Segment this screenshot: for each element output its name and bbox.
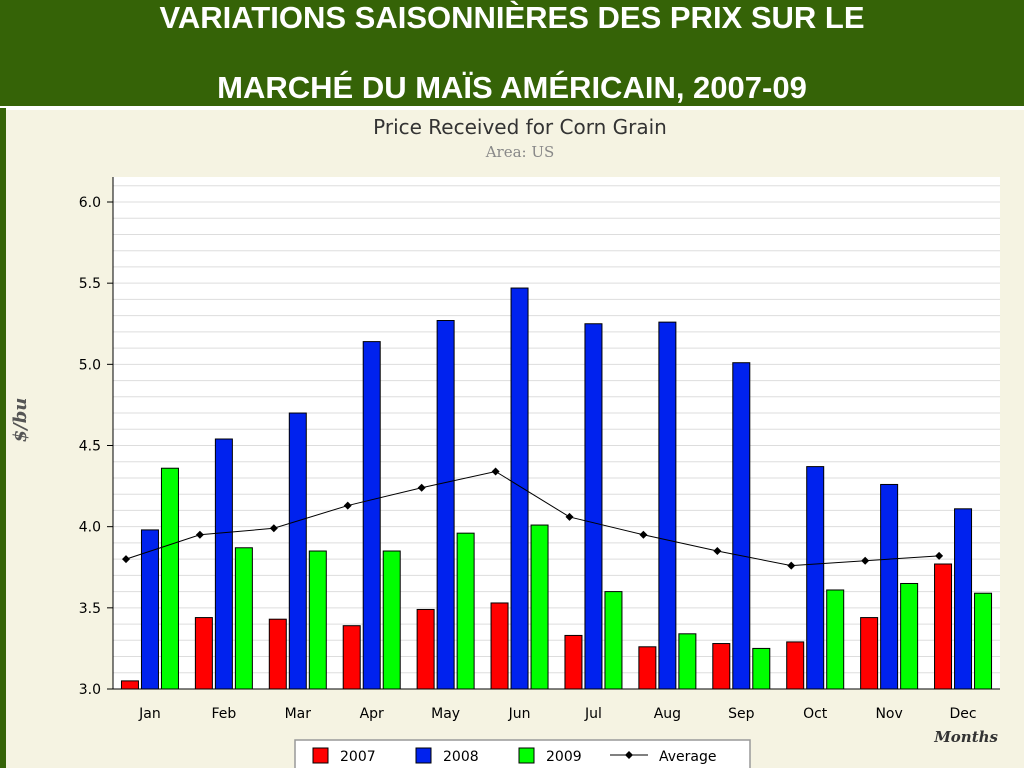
- x-tick-label: May: [431, 706, 460, 722]
- x-tick-label: Jul: [584, 706, 602, 722]
- y-tick-label: 4.0: [79, 520, 101, 536]
- bar-2008-jun: [510, 287, 529, 690]
- average-point-jun: [491, 467, 500, 476]
- bar-2009-jan: [160, 467, 179, 690]
- x-tick-label: Feb: [211, 706, 236, 722]
- average-point-sep: [713, 547, 722, 556]
- average-point-dec: [935, 551, 944, 560]
- plot-area: [113, 177, 1000, 689]
- average-point-may: [417, 483, 426, 492]
- chart-subtitle: Area: US: [485, 143, 555, 161]
- bar-2008-oct: [806, 466, 825, 690]
- bar-2008-may: [436, 320, 455, 690]
- bar-2007-dec: [934, 563, 953, 690]
- average-point-nov: [861, 556, 870, 565]
- x-tick-label: Jan: [138, 706, 161, 722]
- y-axis-label: $/bu: [10, 398, 31, 443]
- bar-2008-jan: [140, 529, 159, 690]
- bar-2007-jul: [564, 634, 583, 690]
- legend: 2007 2008 2009 Average: [294, 739, 751, 768]
- y-tick-label: 3.5: [79, 601, 101, 617]
- average-point-mar: [269, 524, 278, 533]
- bar-2008-sep: [732, 362, 751, 690]
- legend-swatch-2008: [415, 747, 432, 764]
- x-tick-label: Oct: [803, 706, 828, 722]
- bar-2007-may: [416, 608, 435, 690]
- slide-title-line-1: VARIATIONS SAISONNIÈRES DES PRIX SUR LE: [159, 0, 865, 35]
- bar-2008-apr: [362, 341, 381, 690]
- bar-2009-may: [456, 532, 475, 690]
- bar-2008-aug: [658, 321, 677, 690]
- legend-swatch-2007: [312, 747, 329, 764]
- bar-2009-apr: [382, 550, 401, 690]
- x-tick-label: Sep: [728, 706, 755, 722]
- bar-2009-mar: [308, 550, 327, 690]
- x-tick-label: Aug: [654, 706, 681, 722]
- bar-2009-aug: [678, 633, 697, 690]
- legend-label-2007: 2007: [340, 749, 376, 765]
- y-axis-ticks: 3.0 3.5 4.0 4.5 5.0 5.5 6.0: [79, 195, 113, 698]
- title-banner: VARIATIONS SAISONNIÈRES DES PRIX SUR LE …: [0, 0, 1024, 108]
- y-tick-label: 4.5: [79, 439, 101, 455]
- bar-2009-oct: [826, 589, 845, 690]
- bar-2007-sep: [712, 643, 731, 690]
- bar-2007-apr: [342, 625, 361, 690]
- legend-label-average: Average: [659, 749, 717, 765]
- bar-2009-jul: [604, 591, 623, 690]
- x-axis-label: Months: [933, 728, 998, 746]
- average-point-apr: [343, 501, 352, 510]
- y-tick-label: 5.5: [79, 276, 101, 292]
- average-polyline: [125, 470, 940, 567]
- average-point-feb: [195, 530, 204, 539]
- x-axis-ticks: Jan Feb Mar Apr May Jun Jul Aug Sep Oct Nov Dec: [138, 706, 976, 722]
- legend-label-2008: 2008: [443, 749, 479, 765]
- bar-2009-sep: [752, 647, 771, 690]
- bar-2007-mar: [268, 618, 287, 690]
- bar-2007-nov: [860, 617, 879, 690]
- bar-2008-feb: [214, 438, 233, 690]
- x-tick-label: Apr: [360, 706, 384, 722]
- left-border: [0, 108, 6, 768]
- y-tick-label: 6.0: [79, 195, 101, 211]
- bar-2009-nov: [900, 582, 919, 690]
- bar-2009-dec: [974, 592, 993, 690]
- y-tick-label: 3.0: [79, 682, 101, 698]
- x-tick-label: Jun: [508, 706, 531, 722]
- bar-2007-oct: [786, 641, 805, 690]
- chart-title: Price Received for Corn Grain: [373, 115, 667, 139]
- legend-marker-average: [625, 751, 633, 759]
- legend-swatch-2009: [518, 747, 535, 764]
- average-point-oct: [787, 561, 796, 570]
- legend-label-2009: 2009: [546, 749, 582, 765]
- bars: [120, 287, 993, 690]
- bar-2007-jan: [120, 680, 139, 690]
- average-point-jul: [565, 512, 574, 521]
- slide-title-line-2: MARCHÉ DU MAÏS AMÉRICAIN, 2007-09: [217, 70, 807, 105]
- average-line: [122, 467, 944, 570]
- bar-2007-feb: [194, 617, 213, 690]
- average-point-jan: [122, 555, 130, 564]
- x-tick-label: Dec: [949, 706, 976, 722]
- bar-2007-jun: [490, 602, 509, 690]
- bar-2008-jul: [584, 323, 603, 690]
- bar-2009-jun: [530, 524, 549, 690]
- grid-lines: [113, 185, 1000, 674]
- bar-2008-dec: [954, 508, 973, 690]
- x-tick-label: Mar: [285, 706, 312, 722]
- average-point-aug: [639, 530, 648, 539]
- bar-2008-mar: [288, 412, 307, 690]
- bar-2008-nov: [880, 483, 899, 690]
- y-tick-label: 5.0: [79, 357, 101, 373]
- bar-2007-aug: [638, 646, 657, 690]
- bar-2009-feb: [234, 547, 253, 690]
- banner-divider: [0, 106, 1024, 110]
- x-tick-label: Nov: [875, 706, 902, 722]
